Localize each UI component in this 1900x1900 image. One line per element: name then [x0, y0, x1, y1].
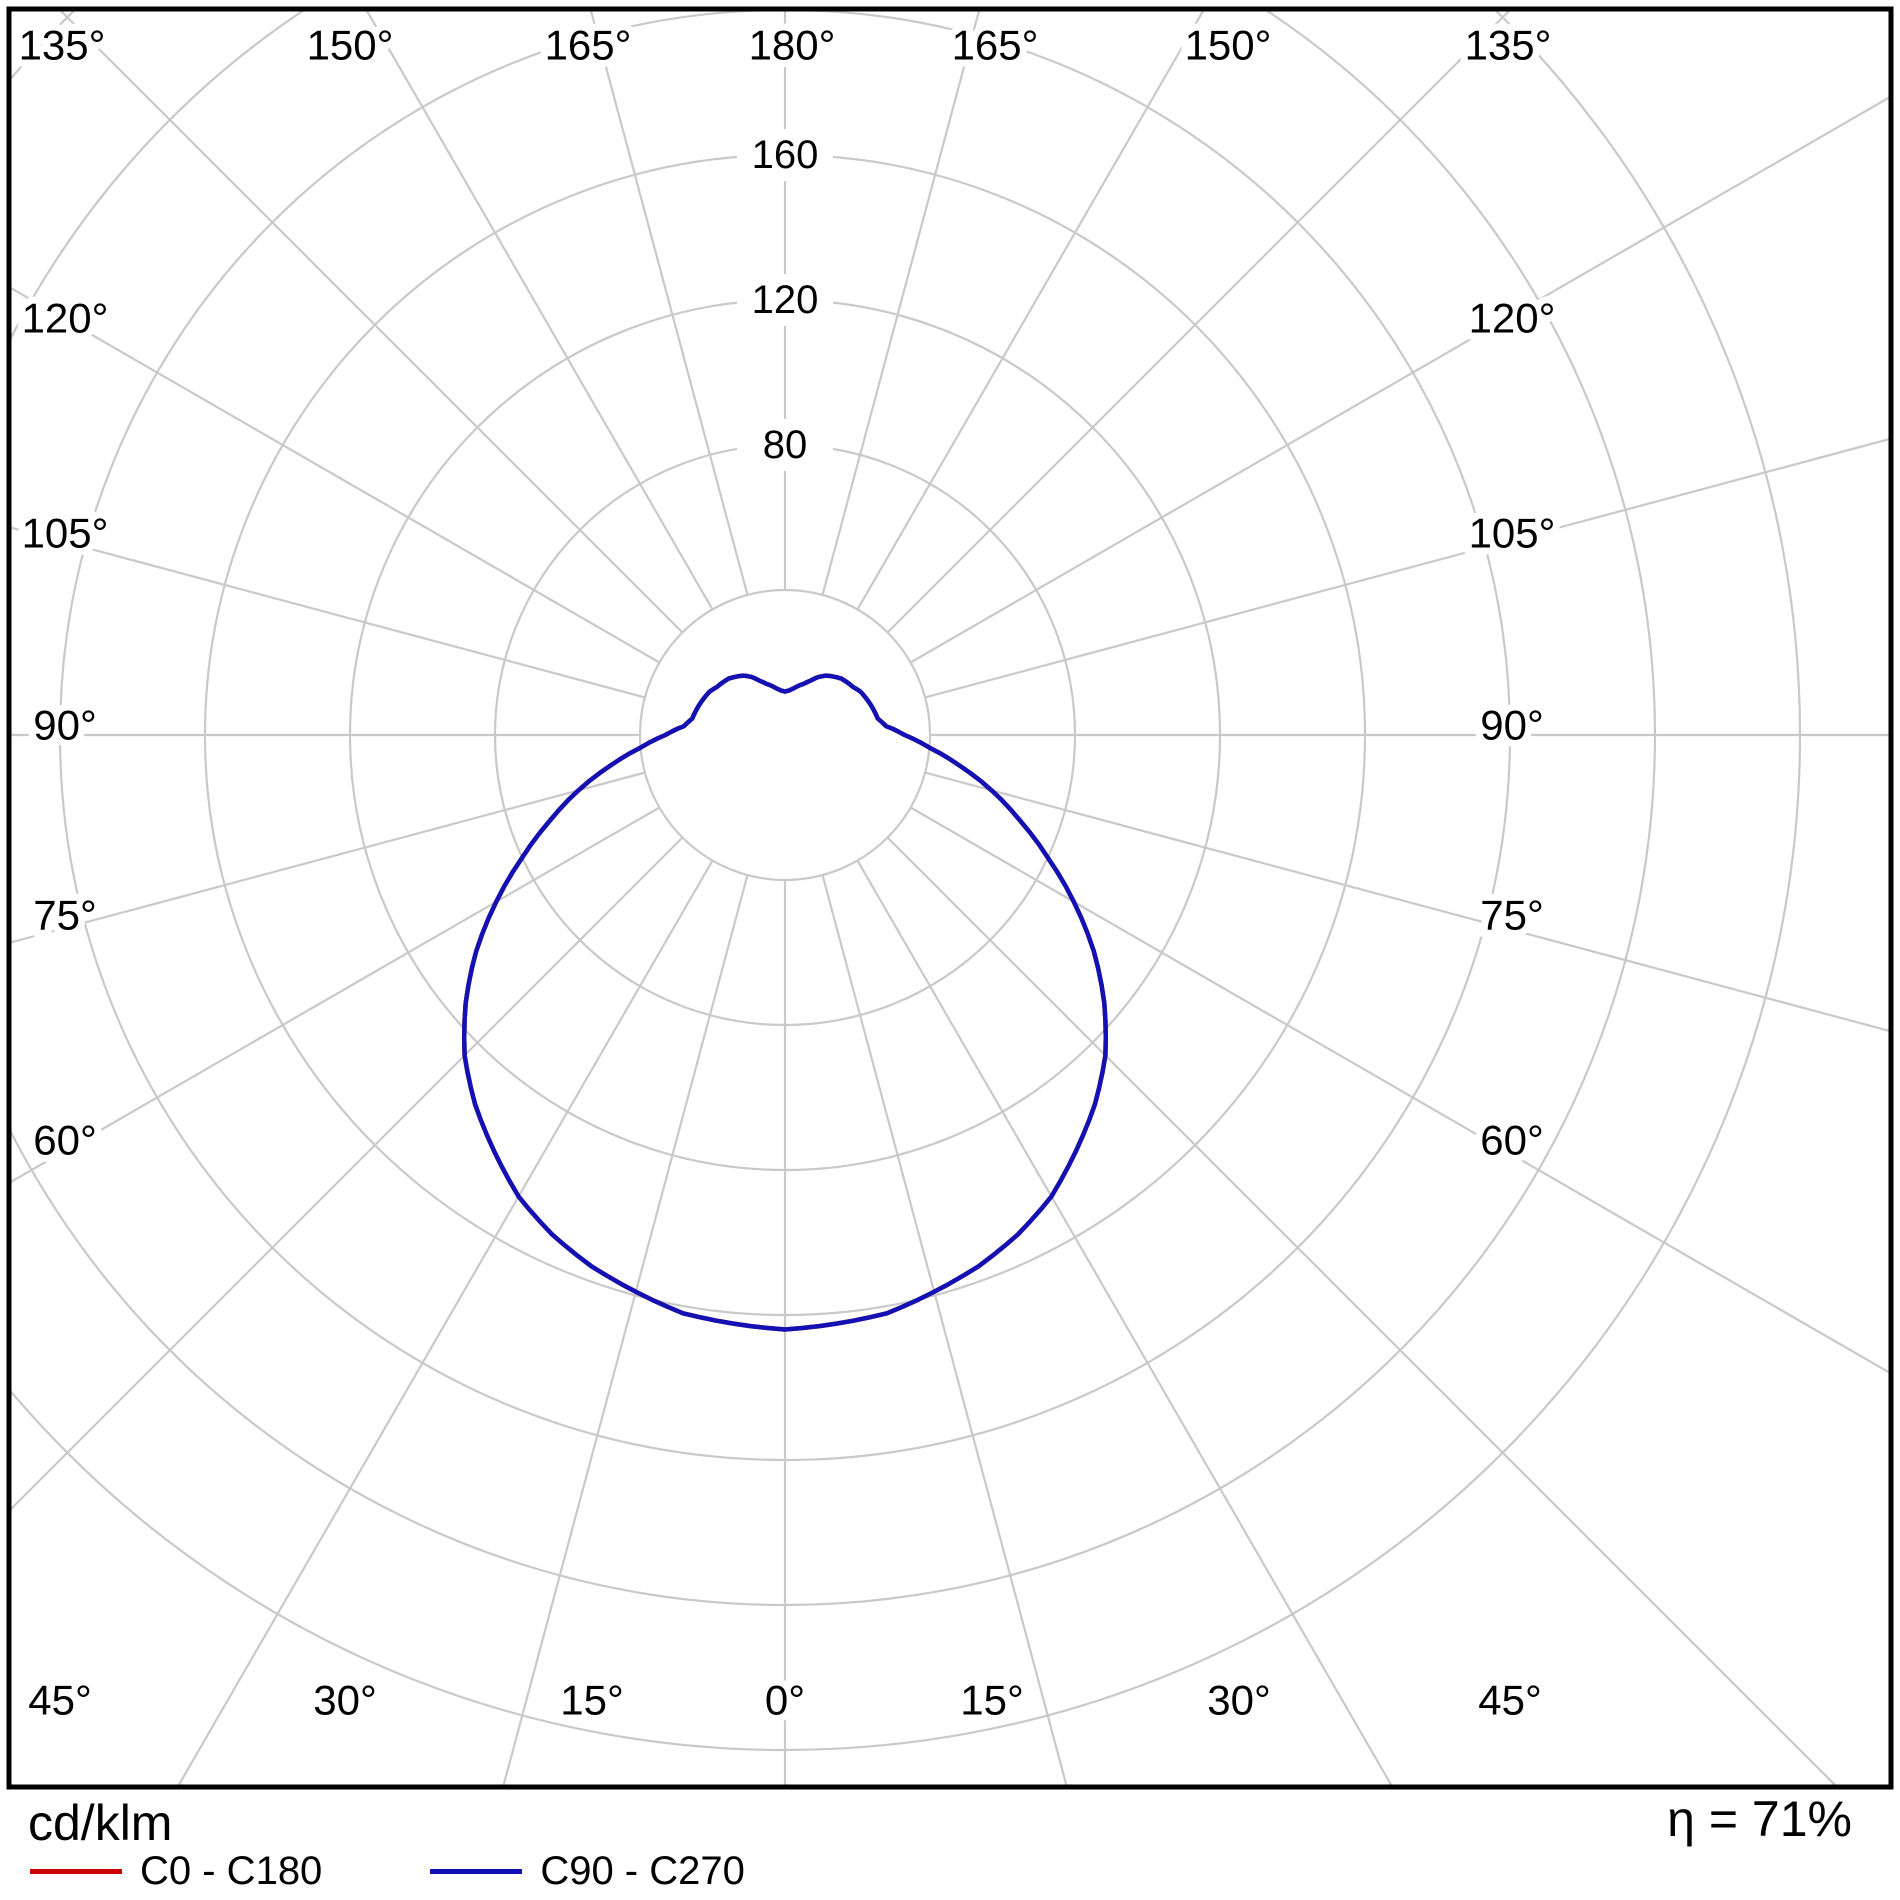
angle-label: 30°: [313, 1677, 377, 1724]
angle-label: 15°: [960, 1677, 1024, 1724]
angle-label: 135°: [19, 22, 106, 69]
angle-label: 45°: [1478, 1677, 1542, 1724]
ring-label-bg: [737, 129, 833, 181]
grid-ray: [856, 860, 1393, 1785]
grid-ray: [177, 860, 714, 1785]
grid-ray: [11, 806, 660, 1184]
angle-label: 75°: [33, 892, 97, 939]
angle-label: 165°: [952, 22, 1039, 69]
units-label: cd/klm: [28, 1795, 173, 1851]
angle-label: 0°: [765, 1677, 805, 1724]
angle-label: 30°: [1207, 1677, 1271, 1724]
grid-ray: [11, 771, 646, 944]
plot-border: [6, 6, 1894, 1790]
ring-value-label: 80: [763, 423, 808, 467]
efficiency-label: η = 71%: [1667, 1791, 1852, 1847]
legend-item-c0-c180: C0 - C180: [30, 1849, 322, 1894]
angle-label: 90°: [33, 702, 97, 749]
angle-label: 75°: [1480, 892, 1544, 939]
grid-ray: [59, 11, 684, 634]
angle-label: 45°: [28, 1677, 92, 1724]
angle-label: 135°: [1465, 22, 1552, 69]
angle-label: 120°: [22, 295, 109, 342]
ring-value-label: 120: [752, 278, 819, 322]
grid-ray: [11, 836, 684, 1511]
grid-ray: [11, 286, 660, 664]
grid-ray: [365, 11, 714, 610]
legend-item-c90-c270: C90 - C270: [430, 1849, 745, 1894]
grid-ring: [11, 11, 1656, 1606]
curve-c90-c270: [461, 673, 1109, 1332]
c90-c270-line-swatch: [430, 1869, 523, 1874]
angle-label: 60°: [33, 1117, 97, 1164]
legend: C0 - C180 C90 - C270: [30, 1849, 745, 1894]
grid-ray: [589, 11, 749, 596]
angle-label: 165°: [545, 22, 632, 69]
angle-label: 15°: [560, 1677, 624, 1724]
grid-ring: [638, 588, 932, 882]
grid-ray: [821, 874, 1068, 1785]
legend-label-c0-c180: C0 - C180: [140, 1849, 323, 1893]
grid-ray: [856, 11, 1205, 610]
grid-ray: [821, 11, 981, 596]
grid-ray: [910, 806, 1889, 1374]
angle-label: 105°: [1469, 510, 1556, 557]
grid-ray: [924, 438, 1889, 699]
grid-ray: [11, 526, 646, 699]
grid-ring: [11, 11, 1801, 1751]
angle-label: 150°: [307, 22, 394, 69]
angle-label: 150°: [1185, 22, 1272, 69]
grid-ray: [910, 96, 1889, 664]
grid-ray: [924, 771, 1889, 1032]
angle-label: 60°: [1480, 1117, 1544, 1164]
ring-label-bg: [737, 274, 833, 326]
grid-ray: [886, 836, 1837, 1785]
angle-label: 90°: [1480, 702, 1544, 749]
ring-value-label: 160: [752, 133, 819, 177]
ring-label-bg: [737, 419, 833, 471]
angle-label: 120°: [1469, 295, 1556, 342]
grid-ray: [886, 11, 1511, 634]
legend-label-c90-c270: C90 - C270: [540, 1849, 745, 1893]
angle-label: 180°: [749, 22, 836, 69]
grid-ray: [502, 874, 749, 1785]
angle-label: 105°: [22, 510, 109, 557]
c0-c180-line-swatch: [30, 1869, 122, 1874]
